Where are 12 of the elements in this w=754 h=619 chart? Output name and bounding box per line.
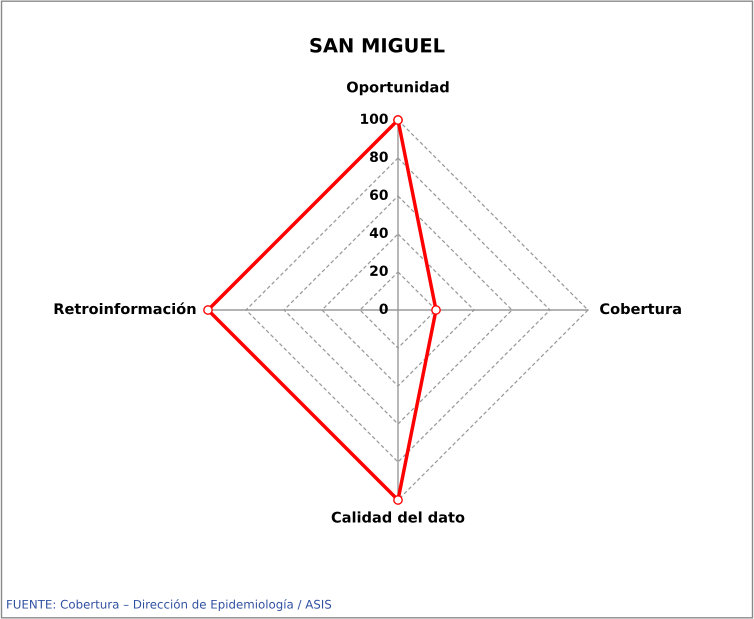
chart-title: SAN MIGUEL — [310, 38, 445, 53]
spoke-label: Oportunidad — [346, 81, 449, 96]
y-tick-label: 100 — [361, 114, 388, 124]
y-tick-label: 80 — [370, 152, 388, 162]
spoke-label: Cobertura — [600, 302, 681, 314]
y-tick-label: 60 — [370, 190, 388, 200]
spoke-label: Calidad del dato — [332, 511, 464, 523]
y-tick-label: 20 — [370, 266, 388, 276]
source-note: FUENTE: Cobertura – Dirección de Epidemiología / ASIS — [7, 599, 332, 611]
y-tick-label: 0 — [380, 304, 388, 314]
y-tick-label: 40 — [370, 228, 388, 238]
spoke-label: Retroinformación — [54, 302, 196, 314]
